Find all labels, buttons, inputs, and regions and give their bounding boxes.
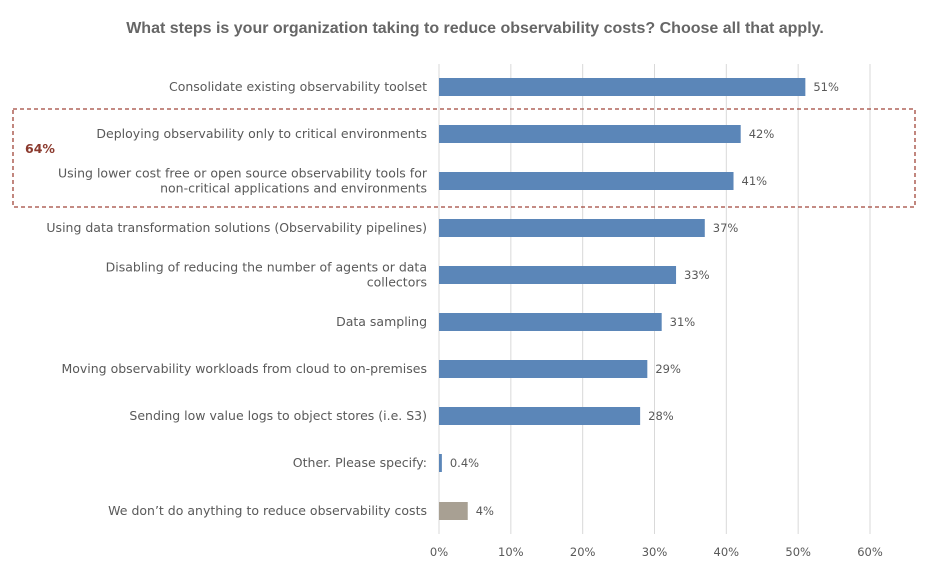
category-label: non-critical applications and environmen…	[160, 181, 427, 196]
category-label: collectors	[367, 275, 427, 290]
bar	[439, 266, 677, 284]
bar	[439, 502, 468, 520]
bar	[439, 219, 705, 237]
highlight-group-label: 64%	[25, 141, 55, 156]
x-tick-label: 10%	[498, 545, 524, 559]
x-tick-label: 40%	[714, 545, 740, 559]
chart-title: What steps is your organization taking t…	[126, 20, 824, 37]
x-tick-label: 30%	[642, 545, 668, 559]
value-label: 41%	[742, 174, 768, 188]
value-label: 42%	[749, 127, 775, 141]
bar	[439, 313, 662, 331]
value-label: 33%	[684, 268, 710, 282]
bar	[439, 454, 442, 472]
category-label: Other. Please specify:	[293, 455, 427, 470]
bar	[439, 360, 648, 378]
category-label: Sending low value logs to object stores …	[129, 408, 427, 423]
category-label: Data sampling	[336, 314, 427, 329]
bar	[439, 172, 734, 190]
category-label: Using lower cost free or open source obs…	[58, 166, 428, 181]
bar	[439, 78, 806, 96]
category-label: Disabling of reducing the number of agen…	[106, 260, 427, 275]
x-tick-label: 20%	[570, 545, 596, 559]
label-layer: 51% Consolidate existing observability to…	[46, 79, 839, 518]
value-label: 29%	[655, 362, 681, 376]
value-label: 51%	[813, 80, 839, 94]
value-label: 31%	[670, 315, 696, 329]
category-label: We don’t do anything to reduce observabi…	[108, 503, 427, 518]
highlight-layer: 64%	[12, 108, 916, 208]
x-tick-label: 50%	[785, 545, 811, 559]
category-label: Deploying observability only to critical…	[96, 126, 427, 141]
bar	[439, 125, 741, 143]
highlight-box	[12, 108, 916, 208]
bar-layer	[439, 78, 806, 520]
x-tick-label: 0%	[430, 545, 448, 559]
bar	[439, 407, 641, 425]
value-label: 28%	[648, 409, 674, 423]
value-label: 4%	[476, 504, 494, 518]
category-label: Moving observability workloads from clou…	[61, 361, 427, 376]
category-label: Using data transformation solutions (Obs…	[46, 220, 427, 235]
value-label: 37%	[713, 221, 739, 235]
category-label: Consolidate existing observability tools…	[169, 79, 427, 94]
value-label: 0.4%	[450, 456, 479, 470]
tick-layer: 0% 10% 20% 30% 40% 50% 60%	[430, 545, 883, 559]
x-tick-label: 60%	[857, 545, 883, 559]
